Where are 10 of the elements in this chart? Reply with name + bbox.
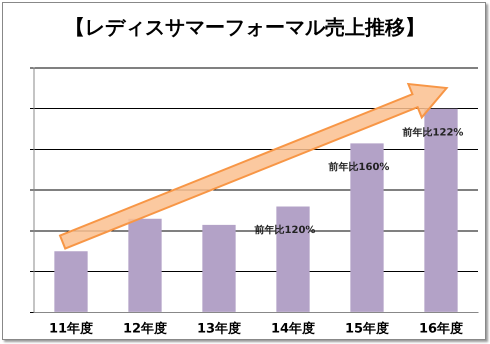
- chart-title: 【レディスサマーフォーマル売上推移】: [64, 14, 426, 41]
- x-tick-label: 14年度: [270, 320, 316, 337]
- bar: [54, 251, 88, 312]
- x-tick-label: 16年度: [418, 320, 464, 337]
- x-tick-label: 11年度: [48, 320, 94, 337]
- x-tick-label: 12年度: [122, 320, 168, 337]
- x-tick-label: 13年度: [196, 320, 242, 337]
- bar: [128, 218, 162, 312]
- bar: [202, 224, 236, 312]
- x-tick-label: 15年度: [344, 320, 390, 337]
